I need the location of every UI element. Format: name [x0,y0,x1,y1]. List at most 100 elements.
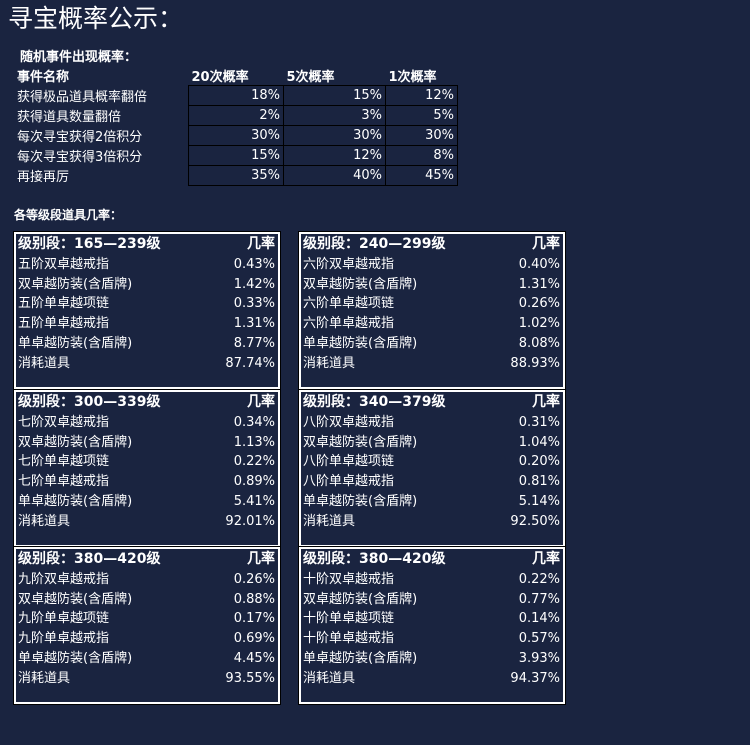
list-item: 双卓越防装(含盾牌) 1.42% [18,275,275,295]
level-section-title: 各等级段道具几率： [14,208,123,222]
item-name: 消耗道具 [303,513,356,529]
list-item: 九阶双卓越戒指 0.26% [18,570,275,590]
item-rate: 0.22% [233,454,275,470]
item-rate: 0.40% [518,256,560,272]
list-item: 六阶单卓越项链 0.26% [303,294,560,314]
item-name: 单卓越防装(含盾牌) [303,335,418,351]
item-name: 单卓越防装(含盾牌) [18,650,133,666]
item-name: 单卓越防装(含盾牌) [303,650,418,666]
header-20-times: 20次概率 [191,70,249,85]
item-rate: 93.55% [225,670,275,686]
level-group-box: 级别段：240—299级 几率 六阶双卓越戒指 0.40% 双卓越防装(含盾牌) 1.31… [298,231,566,390]
event-probability-cell: 5% [385,105,458,126]
level-group-header: 级别段：340—379级 几率 [303,393,560,413]
item-name: 五阶双卓越戒指 [18,256,110,272]
item-rate: 4.45% [233,650,275,666]
item-rate: 0.69% [233,631,275,647]
list-item: 六阶单卓越戒指 1.02% [303,314,560,334]
list-item: 八阶双卓越戒指 0.31% [303,413,560,433]
item-name: 消耗道具 [303,355,356,371]
item-rate: 88.93% [510,355,560,371]
event-section-title: 随机事件出现概率： [20,50,138,65]
item-name: 十阶单卓越项链 [303,611,395,627]
level-group-box: 级别段：380—420级 几率 十阶双卓越戒指 0.22% 双卓越防装(含盾牌) 0.77… [298,546,566,705]
item-rate: 0.33% [233,296,275,312]
event-probability-table: 事件名称 20次概率 5次概率 1次概率 获得极品道具概率翻倍 18% 15% 12%… [14,66,458,186]
list-item: 五阶双卓越戒指 0.43% [18,255,275,275]
rate-header-label: 几率 [247,236,275,252]
level-group-header: 级别段：240—299级 几率 [303,235,560,255]
event-name: 获得道具数量翻倍 [17,110,122,125]
item-rate: 92.01% [225,513,275,529]
item-name: 九阶双卓越戒指 [18,571,110,587]
list-item: 七阶双卓越戒指 0.34% [18,413,275,433]
item-name: 双卓越防装(含盾牌) [303,591,418,607]
item-rate: 1.02% [518,316,560,332]
item-rate: 0.89% [233,474,275,490]
item-rate: 8.77% [233,335,275,351]
header-event-name: 事件名称 [17,70,70,86]
item-rate: 0.88% [233,591,275,607]
table-row: 每次寻宝获得2倍积分 30% 30% 30% [14,125,458,146]
list-item: 单卓越防装(含盾牌) 8.08% [303,334,560,354]
event-probability-cell: 30% [188,125,284,146]
item-name: 消耗道具 [18,670,71,686]
event-probability-cell: 45% [385,165,458,186]
item-rate: 5.41% [233,493,275,509]
event-probability-cell: 15% [188,145,284,166]
item-rate: 1.31% [233,316,275,332]
level-group-box: 级别段：165—239级 几率五阶双卓越戒指 0.43% 双卓越防装(含盾牌) 1.42… [13,231,281,390]
item-rate: 0.34% [233,414,275,430]
rate-header-label: 几率 [247,394,275,410]
level-group-header: 级别段：165—239级 几率 [18,235,275,255]
list-item: 单卓越防装(含盾牌) 5.41% [18,492,275,512]
event-probability-cell: 2% [188,105,284,126]
item-rate: 0.77% [518,591,560,607]
item-name: 单卓越防装(含盾牌) [303,493,418,509]
item-name: 单卓越防装(含盾牌) [18,335,133,351]
page-title: 寻宝概率公示： [8,4,184,33]
list-item: 消耗道具 92.50% [303,512,560,532]
event-probability-cell: 12% [385,85,458,106]
list-item: 消耗道具 92.01% [18,512,275,532]
event-name: 获得极品道具概率翻倍 [17,90,148,105]
event-name: 再接再厉 [17,170,70,185]
rate-header-label: 几率 [532,236,560,252]
event-probability-cell: 30% [283,125,386,146]
header-1-time: 1次概率 [388,70,437,85]
item-rate: 0.31% [518,414,560,430]
level-range-label: 级别段：380—420级 [18,551,161,567]
item-name: 双卓越防装(含盾牌) [18,434,133,450]
item-name: 六阶单卓越戒指 [303,316,395,332]
item-name: 八阶单卓越项链 [303,454,395,470]
list-item: 九阶单卓越项链 0.17% [18,609,275,629]
header-5-times: 5次概率 [286,70,335,85]
item-rate: 0.17% [233,611,275,627]
event-probability-cell: 3% [283,105,386,126]
rate-header-label: 几率 [532,551,560,567]
event-probability-cell: 18% [188,85,284,106]
list-item: 双卓越防装(含盾牌) 1.13% [18,433,275,453]
rate-header-label: 几率 [532,394,560,410]
list-item: 六阶双卓越戒指 0.40% [303,255,560,275]
item-name: 单卓越防装(含盾牌) [18,493,133,509]
event-probability-cell: 12% [283,145,386,166]
item-rate: 0.22% [518,571,560,587]
event-probability-cell: 40% [283,165,386,186]
list-item: 五阶单卓越戒指 1.31% [18,314,275,334]
item-rate: 5.14% [518,493,560,509]
item-rate: 92.50% [510,513,560,529]
item-name: 七阶单卓越项链 [18,454,110,470]
item-name: 十阶双卓越戒指 [303,571,395,587]
list-item: 消耗道具 88.93% [303,354,560,374]
list-item: 十阶双卓越戒指 0.22% [303,570,560,590]
level-group-header: 级别段：380—420级 几率 [303,550,560,570]
table-row: 每次寻宝获得3倍积分 15% 12% 8% [14,145,458,166]
level-range-label: 级别段：300—339级 [18,394,161,410]
list-item: 八阶单卓越戒指 0.81% [303,472,560,492]
item-rate: 0.57% [518,631,560,647]
rate-header-label: 几率 [247,551,275,567]
item-name: 六阶单卓越项链 [303,296,395,312]
level-range-label: 级别段：165—239级 [18,236,161,252]
item-rate: 3.93% [518,650,560,666]
